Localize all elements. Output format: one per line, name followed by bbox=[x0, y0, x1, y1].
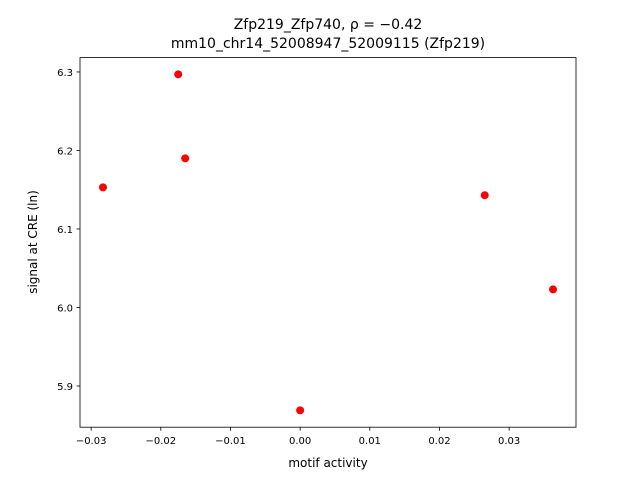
chart-title: Zfp219_Zfp740, ρ = −0.42 bbox=[234, 17, 423, 33]
chart-subtitle: mm10_chr14_52008947_52009115 (Zfp219) bbox=[171, 36, 485, 52]
x-tick-label: 0.02 bbox=[428, 436, 450, 447]
y-tick-label: 6.2 bbox=[57, 146, 73, 157]
y-tick-label: 6.3 bbox=[57, 68, 73, 79]
point bbox=[174, 70, 183, 79]
x-tick-label: 0.03 bbox=[498, 436, 520, 447]
y-axis-label: signal at CRE (ln) bbox=[26, 190, 40, 294]
x-tick-label: −0.03 bbox=[76, 436, 107, 447]
y-tick-label: 6.1 bbox=[57, 225, 73, 236]
x-tick-label: −0.02 bbox=[145, 436, 176, 447]
plot-frame bbox=[79, 57, 577, 428]
y-tick-label: 6.0 bbox=[57, 303, 73, 314]
x-tick-label: 0.01 bbox=[359, 436, 381, 447]
x-axis-label: motif activity bbox=[288, 456, 367, 470]
y-tick-label: 5.9 bbox=[57, 382, 73, 393]
point bbox=[98, 183, 107, 192]
x-tick-label: 0.00 bbox=[289, 436, 311, 447]
point bbox=[181, 154, 190, 163]
point bbox=[296, 406, 305, 415]
point bbox=[480, 191, 489, 200]
x-tick-label: −0.01 bbox=[215, 436, 246, 447]
point bbox=[549, 285, 558, 294]
